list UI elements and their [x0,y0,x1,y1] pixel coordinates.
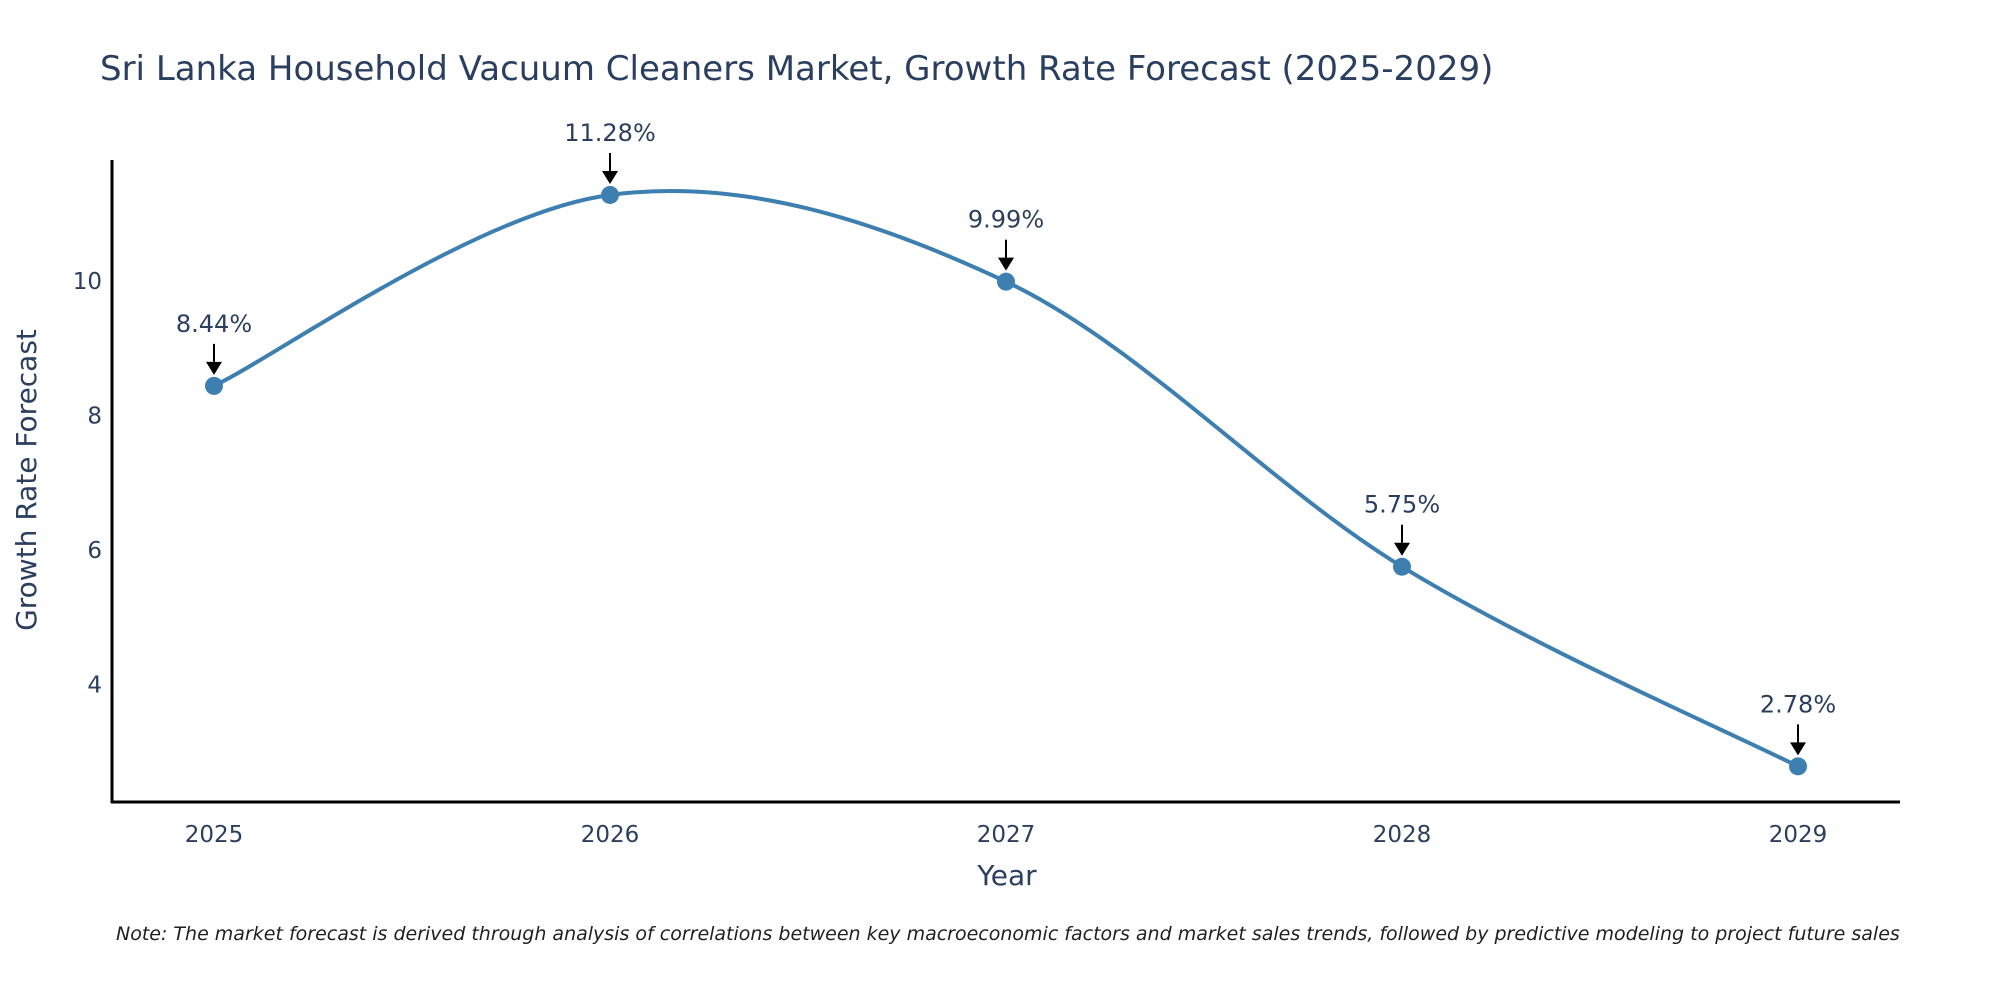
footnote: Note: The market forecast is derived thr… [116,923,1900,945]
x-tick-label: 2028 [1373,822,1432,848]
data-point [1789,757,1807,776]
annotation-arrow-head [1790,742,1806,756]
data-label: 9.99% [968,206,1044,234]
x-tick-label: 2029 [1769,822,1828,848]
data-point [205,376,223,395]
data-point [601,185,619,204]
data-label: 5.75% [1364,491,1440,519]
y-axis-title: Growth Rate Forecast [10,329,43,631]
x-tick-label: 2025 [185,822,244,848]
x-tick-label: 2026 [581,822,640,848]
data-label: 8.44% [176,310,252,338]
y-tick-label: 6 [87,538,102,564]
data-point [997,272,1015,291]
annotation-arrow-head [1394,542,1410,556]
annotation-arrow-head [206,361,222,375]
annotation-arrow-head [602,170,618,184]
y-tick-label: 8 [87,403,102,429]
y-tick-label: 10 [73,269,102,295]
x-axis-title: Year [976,859,1037,892]
data-label: 11.28% [564,119,656,147]
x-tick-label: 2027 [977,822,1036,848]
annotation-arrow-head [998,257,1014,271]
y-tick-label: 4 [87,672,102,698]
data-point [1393,557,1411,576]
chart-title: Sri Lanka Household Vacuum Cleaners Mark… [100,49,1493,89]
data-label: 2.78% [1760,690,1836,718]
